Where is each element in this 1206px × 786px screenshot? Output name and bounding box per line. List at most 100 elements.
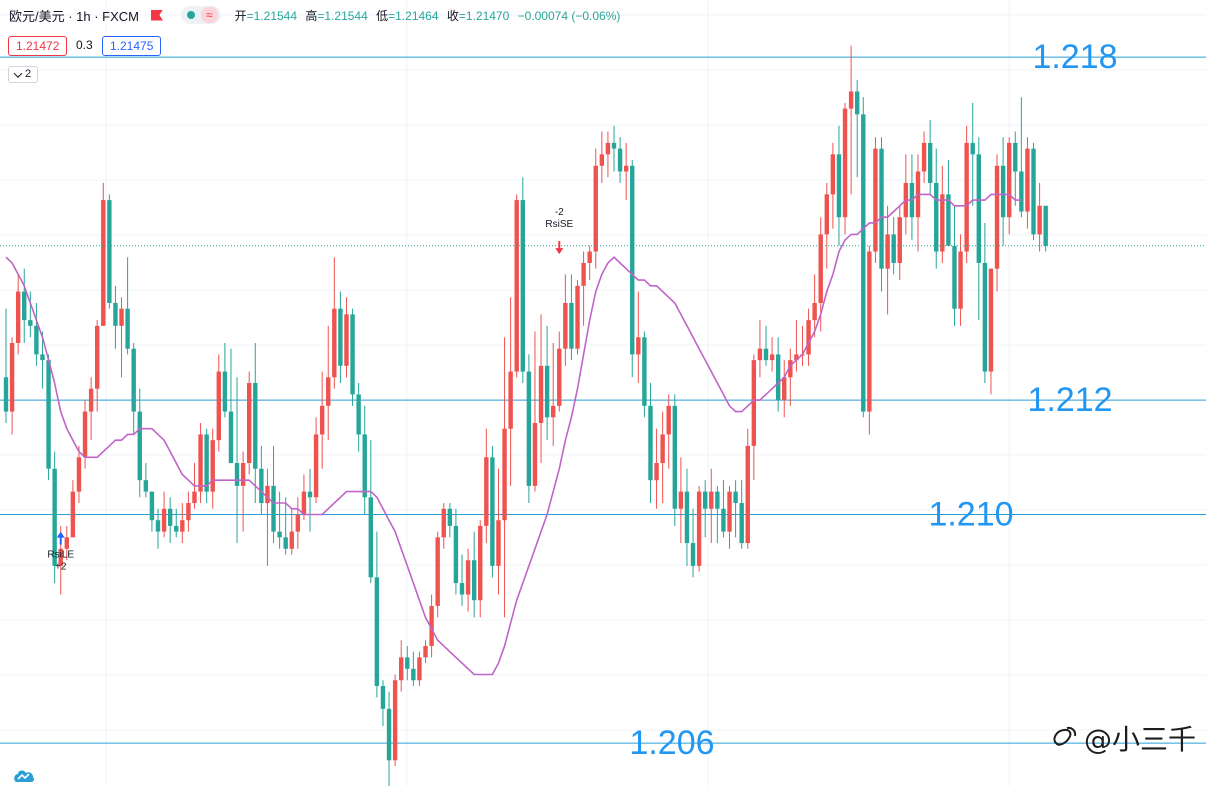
candle-body (836, 154, 842, 218)
candle-body (775, 354, 781, 401)
candle-body (678, 491, 684, 509)
ohlc-readout: 开=1.21544 高=1.21544 低=1.21464 收=1.21470 … (235, 7, 621, 24)
candle-body (22, 291, 27, 321)
candle-body (514, 200, 519, 372)
candle-body (52, 468, 57, 566)
candle-body (927, 142, 933, 183)
candle-body (399, 657, 404, 681)
candle-body (660, 434, 665, 464)
candle-body (88, 388, 94, 412)
candle-body (824, 194, 829, 235)
tradingview-cloud-icon[interactable] (10, 766, 36, 784)
level-labels: 1.218 1.212 1.210 1.206 (629, 38, 1117, 762)
candle-body (192, 491, 197, 504)
candle-body (307, 491, 313, 498)
candle-body (520, 200, 525, 372)
candle-body (508, 371, 513, 429)
open-label: 开 (234, 8, 247, 23)
close-value: =1.21470 (458, 8, 510, 23)
buy-price-button[interactable]: 1.21475 (102, 36, 162, 56)
candle-body (283, 537, 288, 549)
candle-body (751, 360, 757, 446)
candle-body (271, 485, 276, 532)
candle-body (934, 182, 939, 252)
candle-body (417, 657, 422, 681)
indicators-toggle-button[interactable]: 2 (8, 66, 38, 83)
candle-body (587, 251, 592, 263)
candle-body (617, 148, 623, 172)
candle-body (3, 377, 9, 412)
candle-body (642, 337, 647, 406)
candle-body (40, 354, 45, 361)
candle-body (1013, 142, 1018, 172)
candle-body (441, 508, 446, 538)
candle-body (891, 234, 896, 263)
candle-body (28, 320, 33, 326)
candle-body (569, 302, 574, 349)
candle-body (727, 491, 732, 532)
candle-body (684, 491, 690, 544)
candle-body (58, 548, 63, 566)
candle-body (289, 531, 294, 549)
candle-body (709, 491, 714, 509)
candle-body (782, 377, 787, 401)
candle-body (46, 360, 51, 469)
candle-body (994, 165, 1000, 269)
flag-icon[interactable] (151, 9, 164, 21)
candle-body (265, 485, 270, 504)
candle-body (161, 508, 167, 532)
level-label-1.218: 1.218 (1032, 38, 1117, 76)
candle-body (490, 457, 495, 566)
candle-body (575, 285, 580, 349)
candle-body (842, 108, 848, 218)
candle-body (484, 457, 489, 526)
candle-body (411, 668, 416, 681)
candle-body (745, 445, 750, 544)
candle-body (143, 480, 149, 492)
candle-body (259, 468, 264, 504)
candle-body (119, 308, 124, 326)
buy-signal-qty: +2 (55, 562, 67, 573)
candle-body (344, 314, 349, 366)
candle-body (690, 543, 696, 566)
candle-body (563, 302, 568, 349)
candle-body (247, 382, 252, 464)
market-status-pill[interactable]: ≈ (181, 6, 221, 24)
candle-body (794, 354, 799, 361)
candle-body (167, 508, 173, 526)
candle-body (447, 508, 453, 526)
chevron-down-icon (13, 68, 23, 78)
candle-body (423, 645, 428, 658)
candle-body (940, 194, 945, 252)
candle-body (946, 194, 951, 246)
high-value: =1.21544 (317, 8, 368, 23)
candle-body (319, 405, 325, 435)
candle-body (34, 325, 39, 355)
candle-body (988, 268, 994, 372)
candle-body (636, 337, 641, 355)
candle-body (867, 251, 872, 412)
low-label: 低 (376, 8, 389, 23)
candle-body (228, 411, 234, 464)
candle-body (654, 463, 659, 481)
candle-body (64, 537, 69, 549)
candle-body (386, 708, 392, 761)
candle-body (137, 411, 142, 481)
candle-body (1019, 171, 1024, 212)
candle-body (879, 148, 884, 269)
sell-price-button[interactable]: 1.21472 (8, 36, 68, 56)
candle-body (812, 302, 817, 321)
candle-body (830, 154, 836, 195)
candle-body (234, 463, 240, 486)
candle-body (356, 394, 361, 435)
candle-body (970, 142, 975, 155)
candle-body (733, 491, 738, 504)
candle-body (125, 308, 130, 349)
symbol-title[interactable]: 欧元/美元 · 1h · FXCM (9, 8, 140, 24)
candle-body (301, 491, 307, 515)
candle-body (204, 434, 209, 492)
candle-body (374, 577, 380, 686)
